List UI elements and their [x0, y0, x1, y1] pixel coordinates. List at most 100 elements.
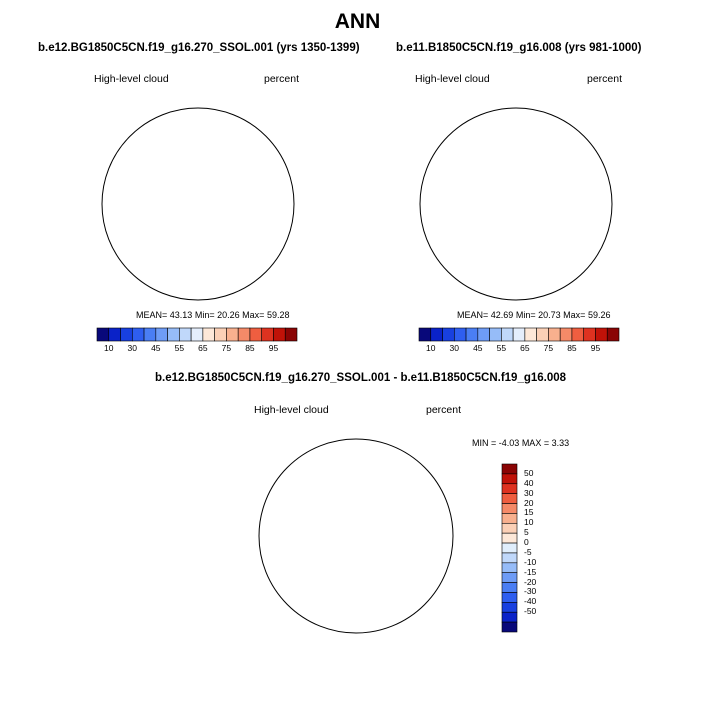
coastline — [99, 118, 274, 263]
colorbar-diff-tick-label: -50 — [524, 606, 537, 617]
units-label-left: percent — [264, 73, 300, 85]
colorbar-diff-swatch-11 — [501, 572, 518, 583]
colorbar-diff-swatch-15 — [501, 611, 518, 623]
colorbar-right-tick-label: 65 — [520, 343, 530, 353]
variable-label-diff: High-level cloud — [254, 404, 329, 416]
mean-label-right: MEAN= — [457, 310, 489, 320]
colorbar-left-swatch-6 — [167, 327, 180, 342]
max-value-diff: 3.33 — [551, 438, 570, 448]
colorbar-left-swatch-16 — [284, 327, 298, 342]
colorbar-right-swatch-13 — [571, 327, 585, 342]
map-right — [416, 104, 616, 304]
colorbar-diff-swatch-5 — [501, 513, 518, 524]
colorbar-right-swatch-4 — [465, 327, 479, 342]
colorbar-right-swatch-14 — [583, 327, 596, 342]
max-label-right: Max= — [563, 310, 586, 320]
colorbar-left-tick-label: 45 — [151, 343, 161, 353]
colorbar-left-tick-label: 75 — [221, 343, 232, 353]
colorbar-right-tick-label: 55 — [496, 343, 507, 353]
colorbar-left — [96, 327, 298, 342]
map-border-left — [101, 107, 295, 301]
colorbar-right-swatch-2 — [442, 327, 455, 342]
colorbar-right-swatch-3 — [453, 327, 467, 342]
colorbar-diff-swatch-12 — [501, 582, 518, 593]
colorbar-diff-tick-label: -30 — [524, 586, 537, 597]
colorbar-diff-tick-label: 10 — [524, 517, 534, 528]
colorbar-right-swatch-16 — [606, 327, 620, 342]
field-contours — [107, 117, 289, 282]
colorbar-left-tick-label: 10 — [104, 343, 114, 353]
diff-negative-field — [262, 456, 444, 613]
map-border-diff — [258, 438, 454, 634]
colorbar-diff-swatch-4 — [501, 503, 518, 514]
case-title-right: b.e11.B1850C5CN.f19_g16.008 (yrs 981-100… — [396, 42, 642, 54]
colorbar-diff-swatch-14 — [501, 602, 518, 613]
colorbar-left-swatch-15 — [273, 327, 286, 342]
colorbar-right-swatch-12 — [559, 327, 573, 342]
colorbar-diff-tick-label: 0 — [524, 537, 529, 548]
main-title: ANN — [334, 10, 381, 33]
colorbar-right-tick-label: 75 — [543, 343, 554, 353]
field-rim — [420, 104, 613, 171]
colorbar-right-tick-label: 95 — [590, 343, 601, 353]
colorbar-right-tick-label: 85 — [567, 343, 577, 353]
colorbar-diff-tick-label: 50 — [524, 467, 534, 478]
colorbar-left-tick-label: 85 — [245, 343, 255, 353]
colorbar-left-swatch-1 — [108, 327, 121, 342]
map-left — [98, 104, 298, 304]
stats-diff: MIN = -4.03 MAX = 3.33 — [472, 438, 569, 448]
colorbar-diff-tick-label: -40 — [524, 596, 537, 607]
colorbar-left-swatch-9 — [202, 327, 215, 342]
colorbar-right-swatch-10 — [536, 327, 549, 342]
colorbar-left-tick-label: 95 — [268, 343, 279, 353]
colorbar-left-tick-label: 30 — [127, 343, 138, 353]
colorbar-right-swatch-0 — [418, 327, 432, 342]
max-value-right: 59.26 — [587, 310, 611, 320]
stats-right: MEAN= 42.69 Min= 20.73 Max= 59.26 — [457, 310, 610, 320]
field-rim — [102, 104, 295, 171]
colorbar-diff-tick-label: -20 — [524, 576, 537, 587]
units-label-right: percent — [587, 73, 623, 85]
colorbar-right-swatch-7 — [501, 327, 514, 342]
units-label-diff: percent — [426, 404, 462, 416]
colorbar-left-swatch-11 — [226, 327, 239, 342]
colorbar-right-swatch-15 — [595, 327, 608, 342]
colorbar-diff-swatch-8 — [501, 542, 518, 554]
colorbar-diff — [501, 463, 518, 633]
colorbar-diff-tick-label: 20 — [524, 497, 534, 508]
mean-value-right: 42.69 — [490, 310, 514, 320]
colorbar-right-swatch-6 — [489, 327, 502, 342]
colorbar-left-tick-label: 65 — [198, 343, 208, 353]
colorbar-left-swatch-5 — [155, 327, 168, 342]
colorbar-diff-swatch-9 — [501, 552, 518, 564]
max-label-left: Max= — [242, 310, 265, 320]
colorbar-left-tick-label: 55 — [174, 343, 185, 353]
field-background — [416, 104, 616, 304]
colorbar-diff-swatch-13 — [501, 592, 518, 603]
min-value-right: 20.73 — [538, 310, 561, 320]
colorbar-right-swatch-1 — [430, 327, 443, 342]
colorbar-left-swatch-12 — [237, 327, 251, 342]
coastline — [417, 118, 592, 263]
colorbar-diff-swatch-1 — [501, 473, 518, 485]
map-diff — [258, 438, 454, 634]
colorbar-diff-tick-label: -5 — [524, 546, 532, 557]
colorbar-diff-swatch-16 — [501, 621, 518, 633]
colorbar-diff-swatch-2 — [501, 483, 518, 494]
variable-label-left: High-level cloud — [94, 73, 169, 85]
map-border-right — [419, 107, 613, 301]
colorbar-right-tick-label: 30 — [449, 343, 460, 353]
colorbar-right-swatch-8 — [512, 327, 526, 342]
field-contours — [425, 117, 607, 282]
case-title-diff: b.e12.BG1850C5CN.f19_g16.270_SSOL.001 - … — [155, 372, 567, 384]
mean-value-left: 43.13 — [169, 310, 193, 320]
colorbar-right-swatch-11 — [548, 327, 561, 342]
colorbar-left-swatch-13 — [249, 327, 263, 342]
colorbar-diff-tick-label: -10 — [524, 556, 537, 567]
colorbar-right — [418, 327, 620, 342]
field-background — [98, 104, 298, 304]
colorbar-diff-tick-label: 5 — [524, 527, 529, 538]
colorbar-diff-tick-label: 40 — [524, 477, 534, 488]
colorbar-diff-tick-label: 15 — [524, 507, 534, 518]
